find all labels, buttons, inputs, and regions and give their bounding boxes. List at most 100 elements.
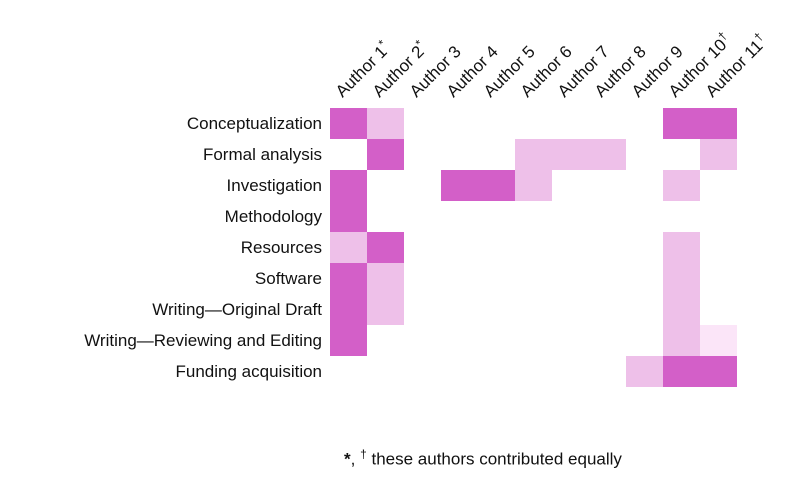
heatmap-cell — [330, 294, 367, 325]
heatmap-cell — [441, 139, 478, 170]
heatmap-cell — [589, 108, 626, 139]
heatmap-cell — [515, 170, 552, 201]
heatmap-cell — [552, 201, 589, 232]
heatmap-cell — [478, 201, 515, 232]
footnote: *, † these authors contributed equally — [183, 447, 783, 470]
footnote-star: * — [344, 449, 351, 469]
row-label: Resources — [240, 238, 322, 257]
row-label: Software — [254, 269, 322, 288]
heatmap-cell — [367, 325, 404, 356]
heatmap-cell — [404, 325, 441, 356]
heatmap-cell — [478, 294, 515, 325]
row-label: Methodology — [224, 207, 322, 226]
row-label: Writing—Reviewing and Editing — [84, 331, 322, 350]
heatmap-cell — [515, 263, 552, 294]
heatmap-cell — [478, 139, 515, 170]
footnote-text: these authors contributed equally — [371, 449, 622, 469]
heatmap-cell — [404, 232, 441, 263]
heatmap-cell — [441, 325, 478, 356]
row-label: Formal analysis — [202, 145, 322, 164]
heatmap-cell — [404, 263, 441, 294]
heatmap-cell — [478, 356, 515, 387]
heatmap-cell — [700, 170, 737, 201]
heatmap-cell — [441, 263, 478, 294]
heatmap-cell — [552, 263, 589, 294]
heatmap-cell — [626, 294, 663, 325]
footnote-separator: , — [350, 449, 361, 469]
heatmap-cell — [404, 201, 441, 232]
heatmap-cell — [478, 263, 515, 294]
heatmap-cell — [626, 108, 663, 139]
heatmap-cell — [589, 325, 626, 356]
heatmap-cell — [441, 232, 478, 263]
heatmap-cell — [478, 325, 515, 356]
heatmap-cell — [663, 325, 700, 356]
heatmap-cell — [700, 201, 737, 232]
heatmap-cell — [626, 170, 663, 201]
heatmap-cell — [589, 356, 626, 387]
footnote-dagger: † — [360, 447, 367, 461]
heatmap-cell — [626, 201, 663, 232]
heatmap-cell — [367, 139, 404, 170]
heatmap-cell — [404, 356, 441, 387]
heatmap-cell — [700, 294, 737, 325]
heatmap-cell — [478, 232, 515, 263]
heatmap-cell — [515, 139, 552, 170]
heatmap-cell — [330, 263, 367, 294]
heatmap-cell — [478, 170, 515, 201]
heatmap-cell — [441, 356, 478, 387]
heatmap-cell — [404, 108, 441, 139]
heatmap-cell — [367, 170, 404, 201]
heatmap-cell — [478, 108, 515, 139]
heatmap-cell — [367, 294, 404, 325]
row-label: Conceptualization — [186, 114, 322, 133]
heatmap-cell — [552, 108, 589, 139]
heatmap-cell — [330, 356, 367, 387]
heatmap-cell — [663, 139, 700, 170]
heatmap-cell — [589, 201, 626, 232]
heatmap-cell — [552, 325, 589, 356]
heatmap-cell — [404, 170, 441, 201]
heatmap-cell — [367, 232, 404, 263]
heatmap-cell — [700, 139, 737, 170]
heatmap-cell — [589, 263, 626, 294]
heatmap-cell — [552, 170, 589, 201]
heatmap-cell — [552, 139, 589, 170]
heatmap-cell — [330, 325, 367, 356]
heatmap-cell — [404, 294, 441, 325]
heatmap-cell — [441, 201, 478, 232]
heatmap-cell — [589, 294, 626, 325]
heatmap-cell — [700, 232, 737, 263]
heatmap-cell — [589, 170, 626, 201]
heatmap-cell — [663, 108, 700, 139]
heatmap-cell — [589, 139, 626, 170]
heatmap-cell — [330, 108, 367, 139]
row-label: Funding acquisition — [175, 362, 322, 381]
row-label: Investigation — [226, 176, 322, 195]
heatmap-cell — [663, 263, 700, 294]
heatmap-cell — [663, 356, 700, 387]
heatmap-cell — [626, 325, 663, 356]
heatmap-cell — [700, 108, 737, 139]
heatmap-cell — [663, 201, 700, 232]
heatmap-cell — [700, 263, 737, 294]
heatmap-cell — [404, 139, 441, 170]
heatmap-cell — [515, 294, 552, 325]
heatmap-cell — [367, 201, 404, 232]
heatmap-cell — [663, 170, 700, 201]
heatmap-cell — [441, 170, 478, 201]
heatmap-cell — [626, 139, 663, 170]
heatmap-cell — [515, 201, 552, 232]
heatmap-cell — [663, 232, 700, 263]
heatmap-cell — [552, 294, 589, 325]
heatmap-cell — [515, 232, 552, 263]
heatmap-cell — [552, 356, 589, 387]
heatmap-cell — [330, 201, 367, 232]
heatmap-cell — [626, 356, 663, 387]
heatmap-cell — [552, 232, 589, 263]
heatmap-cell — [367, 108, 404, 139]
heatmap-cell — [626, 263, 663, 294]
